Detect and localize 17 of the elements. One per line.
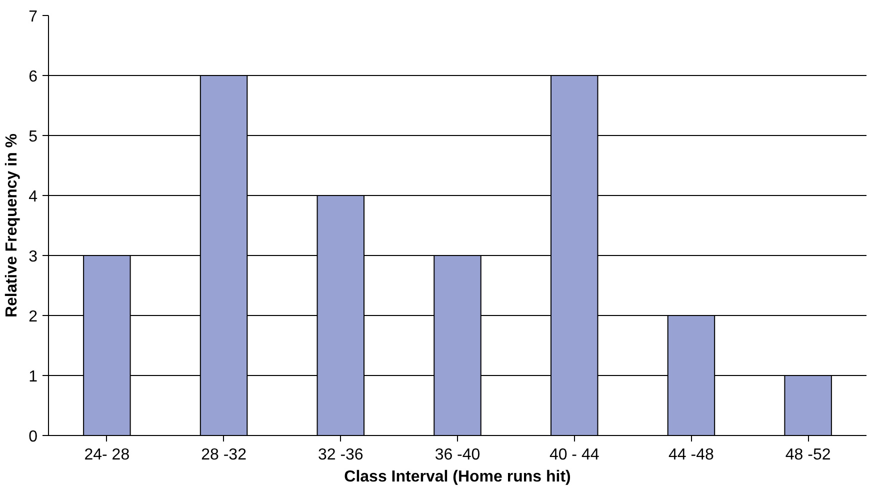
- y-tick-label: 5: [28, 128, 38, 146]
- x-tick-label: 36 -40: [434, 446, 480, 464]
- y-tick-label: 6: [28, 68, 38, 86]
- y-tick-label: 2: [28, 308, 38, 326]
- y-tick-label: 3: [28, 248, 38, 266]
- x-tick-label: 40 - 44: [549, 446, 600, 464]
- y-tick-label: 1: [28, 368, 38, 386]
- x-tick-label: 48 -52: [785, 446, 831, 464]
- x-axis-title: Class Interval (Home runs hit): [344, 468, 571, 486]
- x-tick-label: 28 -32: [201, 446, 247, 464]
- x-tick-label: 32 -36: [318, 446, 364, 464]
- y-tick-label: 0: [28, 428, 38, 446]
- y-tick-label: 7: [28, 8, 38, 26]
- x-tick-label: 44 -48: [668, 446, 714, 464]
- x-tick-label: 24- 28: [84, 446, 130, 464]
- y-axis-title: Relative Frequency in %: [4, 133, 21, 318]
- y-tick-label: 4: [28, 188, 38, 206]
